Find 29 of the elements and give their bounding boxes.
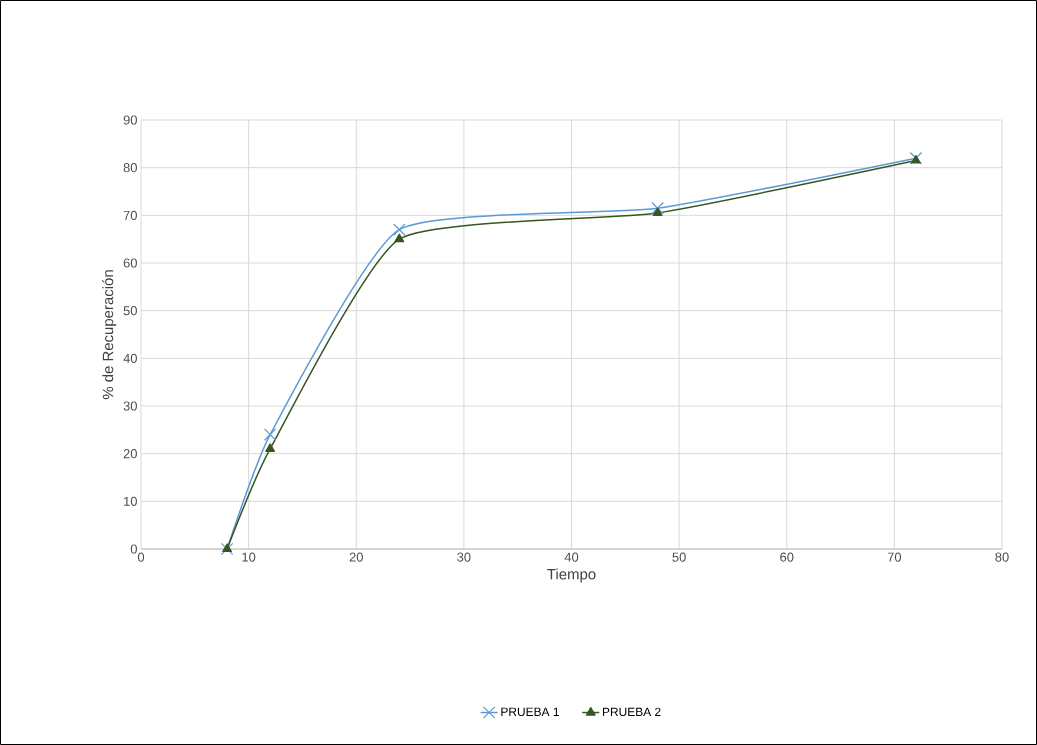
y-axis-title: % de Recuperación <box>102 270 117 400</box>
x-tick-label: 50 <box>672 552 686 562</box>
legend-label: PRUEBA 2 <box>602 707 661 717</box>
point <box>393 223 406 236</box>
x-tick-label: 10 <box>242 552 256 562</box>
y-tick-label: 70 <box>123 210 137 220</box>
point <box>651 201 664 215</box>
y-tick-label: 90 <box>123 115 137 125</box>
y-tick-label: 60 <box>123 258 137 268</box>
x-tick-label: 60 <box>780 552 794 562</box>
y-tick-label: 0 <box>130 544 137 554</box>
y-tick-label: 50 <box>123 306 137 316</box>
point <box>265 443 276 452</box>
point <box>263 428 277 441</box>
x-tick-label: 20 <box>349 552 363 562</box>
x-tick-label: 0 <box>137 552 145 562</box>
x-tick-label: 40 <box>564 552 579 562</box>
y-tick-label: 80 <box>123 163 137 173</box>
y-tick-label: 20 <box>123 449 137 459</box>
y-tick-label: 30 <box>123 401 137 411</box>
legend-label: PRUEBA 1 <box>501 707 559 717</box>
x-axis-title: Tiempo <box>547 568 596 583</box>
x-tick-label: 80 <box>995 552 1009 562</box>
x-tick-label: 70 <box>887 552 902 562</box>
x-tick-label: 30 <box>457 552 471 562</box>
y-tick-label: 10 <box>124 496 137 506</box>
point <box>394 233 405 243</box>
y-tick-label: 40 <box>123 353 137 363</box>
point <box>652 207 663 217</box>
